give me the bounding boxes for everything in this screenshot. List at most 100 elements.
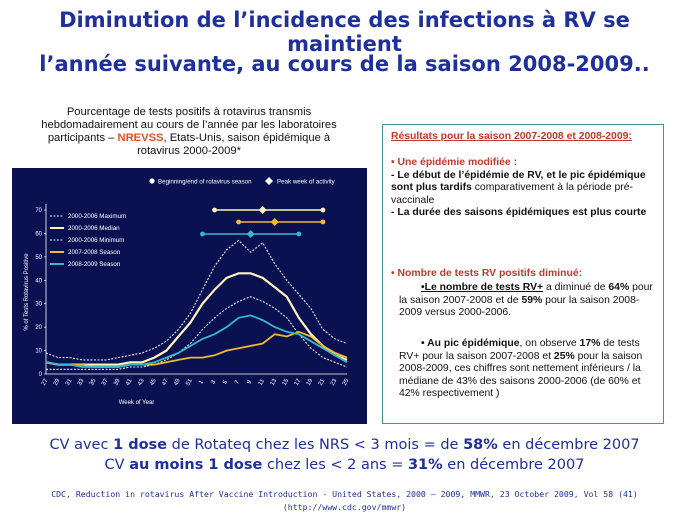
results-header: Résultats pour la saison 2007-2008 et 20… (391, 131, 632, 142)
reference-link[interactable]: (http://www.cdc.gov/mmwr) (282, 502, 407, 512)
y-tick-label: 30 (35, 302, 42, 308)
series-line-2 (46, 296, 348, 370)
x-tick-label: 15 (282, 378, 291, 387)
epidemic-point-late-bold: - Le début de l’épidémie de RV, et le pi… (391, 169, 646, 194)
coverage-line-2-dose: au moins 1 dose (129, 457, 263, 473)
x-tick-label: 47 (161, 378, 170, 387)
x-tick-label: 11 (258, 378, 267, 387)
x-tick-label: 29 (53, 378, 62, 387)
y-tick-label: 60 (35, 231, 42, 237)
season-end-1 (320, 219, 326, 225)
x-tick-label: 21 (318, 378, 327, 387)
x-tick-label: 1 (198, 379, 205, 385)
coverage-line-1: CV avec 1 dose de Rotateq chez les NRS <… (0, 437, 689, 453)
tests-point-decrease-label: •Le nombre de tests RV+ (421, 282, 544, 293)
y-axis-label: % of Tests Rotavirus Positive (24, 253, 30, 331)
legend-season-text: Beginning/end of rotavirus season (158, 179, 252, 186)
tests-point-peak-text-1: , on observe (519, 338, 580, 349)
legend-label-1: 2000-2006 Median (68, 225, 120, 232)
slide-title-line-1: Diminution de l’incidence des infections… (59, 8, 630, 56)
season-end-0 (320, 207, 326, 213)
tests-point-decrease-text-2: pour la saison 2007-2008 et de (399, 282, 653, 306)
x-tick-label: 23 (330, 378, 339, 387)
season-peak-1 (270, 218, 279, 226)
season-start-1 (236, 219, 242, 225)
y-tick-label: 0 (39, 372, 43, 378)
x-axis-label: Week of Year (119, 400, 155, 406)
x-tick-label: 9 (246, 379, 253, 385)
tests-point-peak: • Au pic épidémique, on observe 17% de t… (399, 338, 655, 401)
y-tick-label: 50 (35, 255, 42, 261)
x-tick-label: 17 (294, 378, 303, 387)
x-tick-label: 31 (65, 378, 74, 387)
x-tick-label: 33 (77, 378, 86, 387)
epidemic-point-short: - La durée des saisons épidémiques est p… (391, 207, 647, 219)
legend-peak-text: Peak week of activity (277, 179, 336, 186)
coverage-line-2-text-2: chez les < 2 ans = (262, 457, 408, 473)
y-tick-label: 20 (35, 325, 42, 331)
rotavirus-chart: Beginning/end of rotavirus season Peak we… (12, 168, 367, 424)
x-tick-label: 45 (149, 378, 158, 387)
reference-citation: CDC, Reduction in rotavirus After Vaccin… (51, 489, 638, 499)
epidemic-point-late-rest: comparativement à la période pré-vaccina… (391, 182, 633, 206)
x-tick-label: 5 (222, 379, 229, 385)
season-start-0 (212, 207, 217, 213)
x-tick-label: 27 (41, 378, 50, 387)
section-title-epidemic: • Une épidémie modifiée : (391, 157, 518, 168)
x-tick-label: 35 (89, 378, 98, 387)
season-end-2 (296, 231, 302, 237)
section-title-tests: • Nombre de tests RV positifs diminué: (391, 268, 583, 279)
tests-section: • Nombre de tests RV positifs diminué: (391, 268, 657, 281)
coverage-line-1-text-3: en décembre 2007 (497, 437, 640, 453)
series-line-0 (45, 239, 348, 361)
coverage-line-2-text-3: en décembre 2007 (442, 457, 585, 473)
tests-point-peak-label: • Au pic épidémique (421, 338, 520, 349)
legend-season-marker (149, 178, 155, 184)
x-tick-label: 51 (185, 378, 194, 387)
x-tick-label: 43 (137, 378, 146, 387)
coverage-line-2-percent: 31% (407, 457, 443, 473)
x-tick-label: 37 (101, 378, 110, 387)
chart-svg: Beginning/end of rotavirus season Peak we… (24, 177, 351, 406)
coverage-line-1-text-2: de Rotateq chez les NRS < 3 mois = de (167, 437, 464, 453)
tests-point-decrease-text-3: pour la saison 2008-2009 versus 2000-200… (399, 294, 640, 319)
x-tick-label: 13 (270, 378, 279, 387)
series-line-4 (45, 314, 348, 368)
tests-point-peak-text-3: pour la saison 2008-2009, ces chiffres s… (399, 350, 643, 400)
caption-text-start: Pourcentage de tests positifs à rotaviru… (41, 106, 337, 144)
results-panel: Résultats pour la saison 2007-2008 et 20… (382, 124, 664, 424)
legend-peak-marker (265, 177, 273, 185)
y-tick-label: 40 (35, 278, 42, 284)
x-tick-label: 41 (125, 378, 134, 387)
coverage-line-1-percent: 58% (463, 437, 498, 453)
value-59-percent: 59% (521, 294, 543, 306)
season-start-2 (200, 231, 205, 237)
legend-label-4: 2008-2009 Season (68, 261, 121, 268)
coverage-line-2-text-1: CV (104, 457, 130, 473)
series-line-1 (45, 272, 348, 366)
legend-label-0: 2000-2006 Maximum (68, 213, 126, 220)
y-tick-label: 10 (35, 349, 42, 355)
coverage-line-1-text-1: CV avec (49, 437, 114, 453)
legend-label-2: 2000-2006 Minimum (68, 237, 124, 244)
tests-point-decrease-text-1: a diminué de (543, 282, 609, 293)
x-tick-label: 7 (234, 379, 241, 385)
value-17-percent: 17% (579, 338, 601, 349)
x-tick-label: 39 (113, 378, 122, 387)
coverage-line-1-dose: 1 dose (113, 437, 168, 453)
legend-label-3: 2007-2008 Season (68, 249, 121, 256)
value-64-percent: 64% (608, 282, 630, 293)
x-tick-label: 3 (210, 379, 217, 385)
coverage-line-2: CV au moins 1 dose chez les < 2 ans = 31… (0, 457, 689, 473)
tests-point-decrease: •Le nombre de tests RV+ a diminué de 64%… (399, 282, 655, 320)
caption-highlight: NREVSS (117, 132, 164, 144)
x-tick-label: 19 (306, 378, 315, 387)
season-peak-2 (246, 230, 255, 238)
epidemic-section: • Une épidémie modifiée : - Le début de … (391, 157, 657, 220)
tests-point-peak-text-2: de tests RV+ pour la saison 2007-2008 et (399, 338, 640, 362)
x-tick-label: 25 (342, 378, 351, 387)
slide-title-line-2: l’année suivante, au cours de la saison … (39, 52, 650, 76)
epidemic-point-late: - Le début de l’épidémie de RV, et le pi… (391, 170, 657, 208)
y-tick-label: 70 (35, 208, 42, 214)
caption-text-end: , Etats-Unis, saison épidémique à rotavi… (137, 132, 331, 157)
